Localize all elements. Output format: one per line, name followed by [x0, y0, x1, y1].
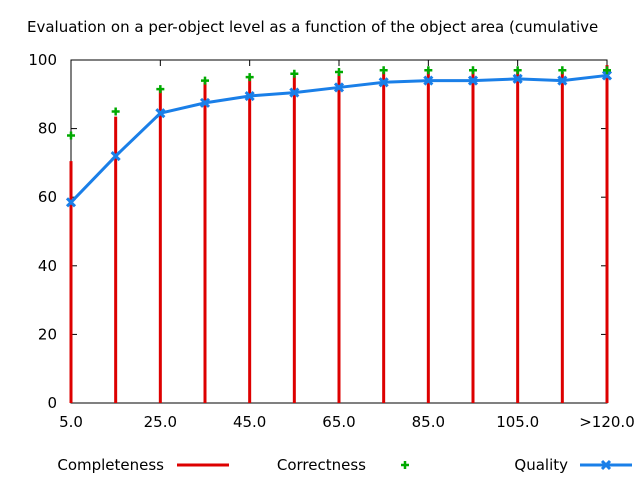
legend-label: Correctness — [277, 456, 366, 474]
correctness-point — [111, 107, 120, 116]
quality-point — [65, 197, 77, 208]
y-tick-label: 60 — [38, 188, 57, 206]
legend-label: Completeness — [57, 456, 164, 474]
correctness-points — [67, 66, 611, 140]
completeness-impulses — [69, 65, 609, 403]
correctness-point — [513, 66, 522, 75]
correctness-point — [424, 66, 433, 75]
quality-point — [244, 90, 255, 102]
correctness-point — [379, 66, 388, 75]
correctness-point — [558, 66, 567, 75]
correctness-point — [201, 76, 209, 85]
x-tick-label: 105.0 — [496, 413, 539, 431]
correctness-point — [290, 69, 299, 78]
quality-point — [199, 97, 211, 108]
y-tick-label: 100 — [28, 51, 57, 69]
correctness-point — [335, 68, 343, 77]
quality-point — [333, 82, 345, 93]
quality-point — [110, 150, 121, 162]
quality-point — [601, 70, 613, 81]
quality-point — [467, 75, 479, 86]
x-tick-label: 45.0 — [233, 413, 266, 431]
x-tick-label: 25.0 — [144, 413, 177, 431]
correctness-point — [603, 66, 611, 75]
x-tick-label: 65.0 — [322, 413, 355, 431]
correctness-point — [245, 73, 254, 82]
legend-label: Quality — [514, 456, 568, 474]
x-tick-label: >120.0 — [579, 413, 635, 431]
y-tick-label: 20 — [38, 325, 57, 343]
correctness-point — [469, 66, 477, 75]
y-tick-label: 40 — [38, 257, 57, 275]
correctness-point — [67, 131, 75, 140]
quality-point — [155, 108, 166, 119]
x-tick-label: 5.0 — [59, 413, 83, 431]
plot-axes: 0 20 40 60 80 100 5.0 25.0 45.0 65.0 85.0 105.0 >120… — [28, 51, 634, 431]
legend-swatch-quality-marker — [600, 459, 612, 471]
y-tick-label: 80 — [38, 120, 57, 138]
correctness-point — [156, 85, 165, 94]
y-tick-label: 0 — [47, 394, 57, 412]
legend-swatch-correctness — [401, 461, 409, 469]
quality-point — [289, 87, 300, 98]
quality-point — [512, 73, 523, 84]
quality-point — [557, 75, 568, 86]
quality-point — [423, 75, 434, 86]
quality-point — [378, 77, 389, 88]
x-tick-label: 85.0 — [412, 413, 445, 431]
quality-series — [65, 70, 613, 208]
chart-title: Evaluation on a per-object level as a fu… — [27, 18, 598, 36]
legend: Completeness Correctness Quality — [57, 456, 632, 474]
